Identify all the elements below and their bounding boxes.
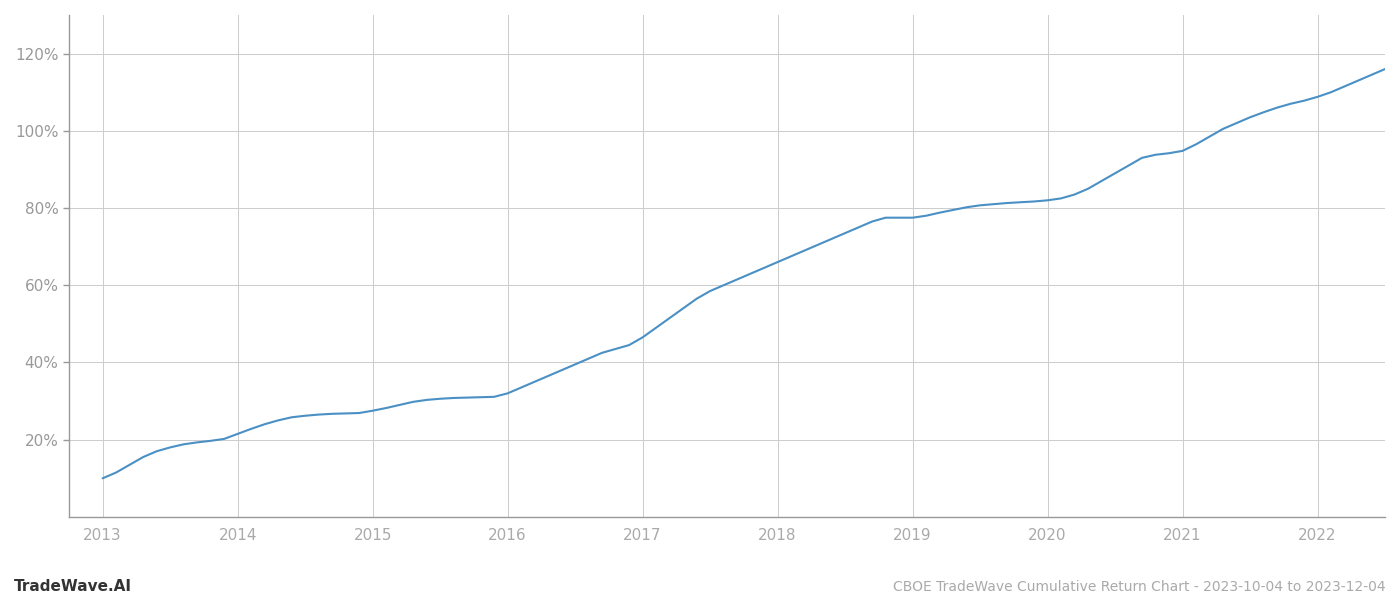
- Text: CBOE TradeWave Cumulative Return Chart - 2023-10-04 to 2023-12-04: CBOE TradeWave Cumulative Return Chart -…: [893, 580, 1386, 594]
- Text: TradeWave.AI: TradeWave.AI: [14, 579, 132, 594]
